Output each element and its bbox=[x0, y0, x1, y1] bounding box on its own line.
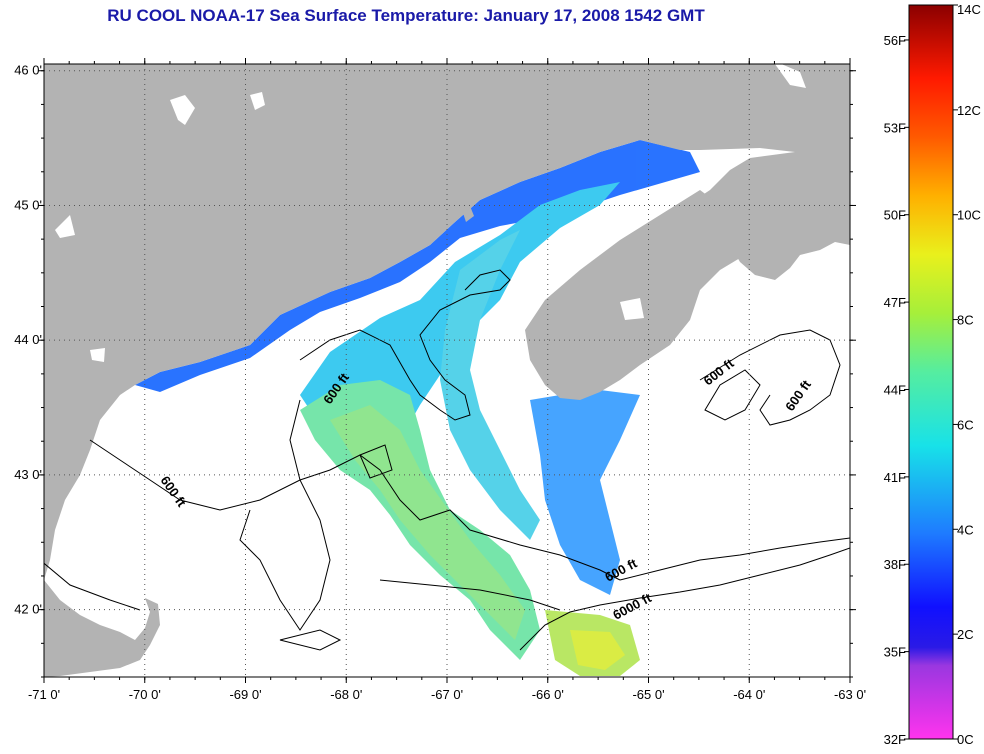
colorbar-label-c: 6C bbox=[957, 417, 974, 432]
contour-600ft-georges-basin bbox=[239, 399, 331, 631]
colorbar-label-c: 4C bbox=[957, 522, 974, 537]
sst-green-core bbox=[330, 405, 525, 640]
colorbar-label-c: 2C bbox=[957, 627, 974, 642]
contour-small-loop-2 bbox=[359, 444, 393, 479]
colorbar-label-c: 12C bbox=[957, 103, 981, 118]
land-grand-manan bbox=[462, 206, 474, 222]
contour-600ft-gulf-of-maine bbox=[89, 439, 621, 581]
y-tick-label: 46 0' bbox=[14, 63, 42, 78]
map-plot-area: 600 ft 600 ft 600 ft 600 ft 600 ft 6000 … bbox=[44, 64, 850, 677]
colorbar-celsius-labels: 14C 12C 10C 8C 6C 4C 2C 0C bbox=[953, 2, 981, 747]
colorbar-label-f: 50F bbox=[884, 208, 906, 223]
x-axis: -71 0' -70 0' -69 0' -68 0' -67 0' -66 0' -65 … bbox=[28, 58, 866, 702]
contour-600ft-ns-loop bbox=[704, 369, 761, 421]
colorbar-gradient bbox=[908, 4, 954, 740]
x-tick-label: -70 0' bbox=[129, 687, 161, 702]
contour-small-loop-1 bbox=[279, 629, 342, 651]
colorbar-label-f: 35F bbox=[884, 645, 906, 660]
colorbar-label-c: 14C bbox=[957, 2, 981, 17]
x-tick-label: -69 0' bbox=[229, 687, 261, 702]
x-tick-label: -66 0' bbox=[532, 687, 564, 702]
contour-600ft-georges bbox=[379, 579, 561, 611]
colorbar-label-f: 47F bbox=[884, 295, 906, 310]
contour-600ft-west bbox=[44, 562, 141, 611]
contour-600ft-ns-shelf bbox=[699, 329, 841, 426]
x-tick-label: -64 0' bbox=[733, 687, 765, 702]
y-tick-label: 43 0' bbox=[14, 467, 42, 482]
bathymetry-contours bbox=[44, 269, 850, 651]
x-tick-label: -63 0' bbox=[834, 687, 866, 702]
y-tick-label: 42 0' bbox=[14, 602, 42, 617]
y-axis: 46 0' 45 0' 44 0' 43 0' 42 0' bbox=[14, 63, 856, 678]
colorbar: 14C 12C 10C 8C 6C 4C 2C 0C 56F 53F 50F 47F 44F 41F 38… bbox=[884, 2, 981, 747]
colorbar-fahrenheit-labels: 56F 53F 50F 47F 44F 41F 38F 35F 32F bbox=[884, 33, 909, 747]
colorbar-label-c: 8C bbox=[957, 313, 974, 328]
land-maine-new-brunswick bbox=[44, 64, 850, 580]
graticule bbox=[44, 64, 850, 677]
colorbar-label-c: 0C bbox=[957, 732, 974, 747]
x-tick-label: -65 0' bbox=[632, 687, 664, 702]
colorbar-label-f: 32F bbox=[884, 732, 906, 747]
x-tick-label: -67 0' bbox=[431, 687, 463, 702]
map-title: RU COOL NOAA-17 Sea Surface Temperature:… bbox=[107, 6, 705, 25]
colorbar-label-f: 38F bbox=[884, 557, 906, 572]
sst-south-warm-core bbox=[570, 630, 625, 670]
colorbar-label-f: 41F bbox=[884, 470, 906, 485]
colorbar-label-f: 53F bbox=[884, 120, 906, 135]
land-nova-scotia bbox=[525, 190, 740, 400]
sst-bay-band bbox=[440, 230, 540, 540]
inland-lakes bbox=[55, 64, 806, 362]
y-tick-label: 45 0' bbox=[14, 197, 42, 212]
contour-6000ft bbox=[519, 547, 850, 651]
contour-600ft-shelf bbox=[619, 537, 850, 581]
colorbar-label-c: 10C bbox=[957, 208, 981, 223]
x-tick-label: -71 0' bbox=[28, 687, 60, 702]
land-masses bbox=[44, 64, 850, 677]
sst-east-lobe bbox=[530, 390, 640, 595]
colorbar-label-f: 44F bbox=[884, 382, 906, 397]
y-tick-label: 44 0' bbox=[14, 332, 42, 347]
colorbar-label-f: 56F bbox=[884, 33, 906, 48]
x-tick-label: -68 0' bbox=[330, 687, 362, 702]
land-cape-cod bbox=[44, 580, 160, 677]
contour-600ft-inner bbox=[299, 269, 511, 421]
